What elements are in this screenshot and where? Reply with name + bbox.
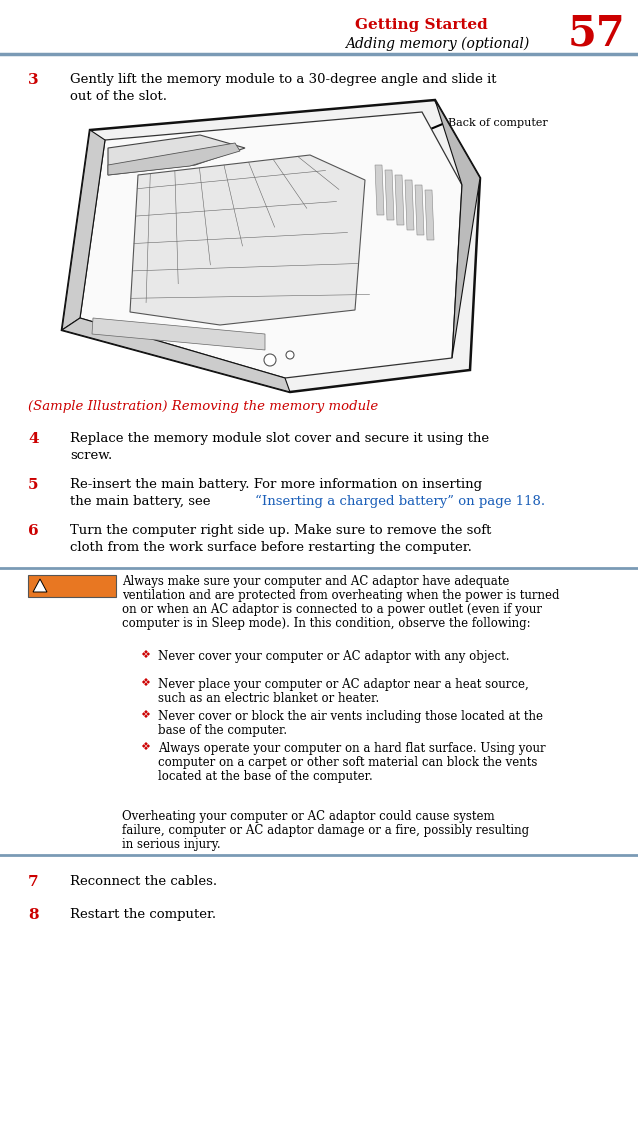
Text: ❖: ❖	[140, 742, 150, 752]
Text: Gently lift the memory module to a 30-degree angle and slide it: Gently lift the memory module to a 30-de…	[70, 73, 496, 86]
Text: Reconnect the cables.: Reconnect the cables.	[70, 875, 217, 888]
Text: out of the slot.: out of the slot.	[70, 90, 167, 103]
Text: (Sample Illustration) Removing the memory module: (Sample Illustration) Removing the memor…	[28, 400, 378, 412]
Circle shape	[264, 354, 276, 366]
Text: on or when an AC adaptor is connected to a power outlet (even if your: on or when an AC adaptor is connected to…	[122, 603, 542, 616]
Text: computer on a carpet or other soft material can block the vents: computer on a carpet or other soft mater…	[158, 756, 537, 769]
Text: Replace the memory module slot cover and secure it using the: Replace the memory module slot cover and…	[70, 432, 489, 445]
Text: computer is in Sleep mode). In this condition, observe the following:: computer is in Sleep mode). In this cond…	[122, 616, 531, 630]
Text: Never cover your computer or AC adaptor with any object.: Never cover your computer or AC adaptor …	[158, 650, 510, 663]
Text: 4: 4	[28, 432, 39, 446]
Polygon shape	[80, 112, 462, 378]
Text: failure, computer or AC adaptor damage or a fire, possibly resulting: failure, computer or AC adaptor damage o…	[122, 824, 529, 837]
Text: in serious injury.: in serious injury.	[122, 838, 221, 851]
Polygon shape	[33, 579, 47, 592]
Text: ❖: ❖	[140, 650, 150, 660]
Text: Back of computer: Back of computer	[448, 118, 548, 128]
Polygon shape	[425, 190, 434, 240]
Text: ❖: ❖	[140, 678, 150, 687]
Text: Always make sure your computer and AC adaptor have adequate: Always make sure your computer and AC ad…	[122, 575, 509, 588]
Text: 8: 8	[28, 908, 39, 922]
Polygon shape	[405, 180, 414, 230]
Text: screw.: screw.	[70, 449, 112, 462]
Polygon shape	[62, 318, 290, 392]
Text: base of the computer.: base of the computer.	[158, 724, 287, 737]
Polygon shape	[395, 175, 404, 225]
Text: 5: 5	[28, 478, 38, 492]
Text: Re-insert the main battery. For more information on inserting: Re-insert the main battery. For more inf…	[70, 478, 482, 491]
Text: Never place your computer or AC adaptor near a heat source,: Never place your computer or AC adaptor …	[158, 678, 529, 691]
Polygon shape	[92, 318, 265, 350]
FancyBboxPatch shape	[28, 575, 116, 597]
Text: WARNING: WARNING	[48, 580, 105, 591]
Text: ventilation and are protected from overheating when the power is turned: ventilation and are protected from overh…	[122, 589, 560, 602]
Text: Never cover or block the air vents including those located at the: Never cover or block the air vents inclu…	[158, 710, 543, 724]
Text: ❖: ❖	[140, 710, 150, 720]
Polygon shape	[415, 185, 424, 236]
Text: 7: 7	[28, 875, 39, 889]
Text: “Inserting a charged battery” on page 118.: “Inserting a charged battery” on page 11…	[255, 495, 545, 508]
Text: Adding memory (optional): Adding memory (optional)	[345, 37, 530, 52]
Text: Always operate your computer on a hard flat surface. Using your: Always operate your computer on a hard f…	[158, 742, 545, 755]
Text: !: !	[37, 584, 41, 593]
Text: 6: 6	[28, 524, 39, 538]
Text: Restart the computer.: Restart the computer.	[70, 908, 216, 921]
Text: cloth from the work surface before restarting the computer.: cloth from the work surface before resta…	[70, 541, 472, 554]
Circle shape	[286, 350, 294, 360]
Text: 3: 3	[28, 73, 39, 87]
Polygon shape	[435, 100, 480, 358]
Text: Overheating your computer or AC adaptor could cause system: Overheating your computer or AC adaptor …	[122, 810, 494, 823]
Polygon shape	[108, 135, 245, 175]
Text: 57: 57	[567, 12, 625, 54]
Text: located at the base of the computer.: located at the base of the computer.	[158, 770, 373, 783]
Text: Turn the computer right side up. Make sure to remove the soft: Turn the computer right side up. Make su…	[70, 524, 491, 536]
Polygon shape	[375, 165, 384, 215]
Text: the main battery, see: the main battery, see	[70, 495, 215, 508]
Polygon shape	[62, 100, 480, 392]
Polygon shape	[62, 130, 105, 330]
Text: such as an electric blanket or heater.: such as an electric blanket or heater.	[158, 692, 379, 706]
Polygon shape	[108, 143, 240, 175]
Polygon shape	[130, 156, 365, 325]
Text: Getting Started: Getting Started	[355, 18, 487, 32]
Polygon shape	[385, 170, 394, 220]
